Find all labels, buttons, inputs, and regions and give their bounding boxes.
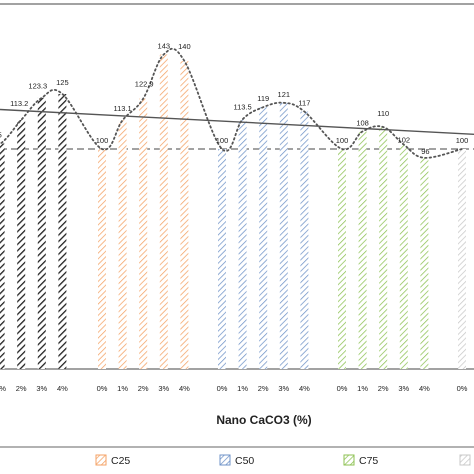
x-tick-label: 4% <box>57 384 68 393</box>
data-label: 100 <box>216 136 229 145</box>
data-label: 121 <box>278 90 291 99</box>
legend-swatch-c75 <box>343 454 355 466</box>
legend-label-c25: C25 <box>111 455 130 467</box>
legend-label-c75: C75 <box>359 455 378 467</box>
bar-c0-4 <box>58 94 67 369</box>
bar-c75-0 <box>338 149 346 369</box>
bars-layer <box>0 54 466 370</box>
legend-swatch-c25 <box>95 454 107 466</box>
data-label: 117 <box>298 99 310 108</box>
x-tick-label: 4% <box>299 384 310 393</box>
x-tick-label: 3% <box>278 384 289 393</box>
x-tick-label: 0% <box>337 384 348 393</box>
x-tick-label: 1% <box>357 384 368 393</box>
x-tick-labels-layer: 1% 2% 3% 4% 0% 1% 2% 3% 4% 0% 1% 2% 3% 4% 0% 1% 2% 3% 4% 0% <box>0 384 468 393</box>
bar-c50-0 <box>218 149 226 369</box>
bar-c25-3 <box>159 54 168 370</box>
smooth-dotted-curve <box>0 47 463 159</box>
data-label: 2.5 <box>0 131 2 140</box>
x-tick-label: 4% <box>419 384 430 393</box>
bar-c0-1 <box>0 143 5 369</box>
data-label: 113.5 <box>233 102 251 111</box>
bar-c75-4 <box>420 157 429 369</box>
bar-c25-1 <box>118 120 127 370</box>
trend-line <box>0 108 474 136</box>
data-label: 125 <box>56 78 69 87</box>
bar-c100-0 <box>458 149 466 369</box>
x-tick-label: 0% <box>217 384 228 393</box>
lines-layer <box>0 47 474 159</box>
x-tick-label: 1% <box>237 384 248 393</box>
x-tick-label: 2% <box>16 384 27 393</box>
x-axis-title: Nano CaCO3 (%) <box>216 413 311 427</box>
data-label: 140 <box>178 42 191 51</box>
data-label: 108 <box>356 118 369 127</box>
bar-c75-2 <box>379 127 388 369</box>
data-label: 113.2 <box>10 99 28 108</box>
data-label: 100 <box>456 136 469 145</box>
data-label: 110 <box>377 109 389 118</box>
legend-swatch-c100 <box>459 454 471 466</box>
legend-swatch-c50 <box>219 454 231 466</box>
bar-c50-3 <box>279 102 288 370</box>
bar-c75-1 <box>358 131 367 369</box>
x-tick-label: 2% <box>378 384 389 393</box>
data-label: 122.9 <box>135 80 154 89</box>
data-label: 100 <box>96 136 109 145</box>
legend-label-c50: C50 <box>235 455 254 467</box>
x-tick-label: 3% <box>36 384 47 393</box>
data-label: 119 <box>257 94 269 103</box>
bar-c0-2 <box>17 119 26 370</box>
bar-c25-4 <box>180 61 189 369</box>
bar-c50-4 <box>300 111 309 369</box>
x-tick-label: 1% <box>117 384 128 393</box>
data-label: 113.1 <box>113 104 131 113</box>
data-label: 102 <box>398 136 411 145</box>
x-tick-label: 3% <box>158 384 169 393</box>
bar-c25-2 <box>139 98 148 370</box>
bar-c75-3 <box>399 144 408 369</box>
bar-c50-2 <box>259 107 268 369</box>
x-tick-label: 0% <box>457 384 468 393</box>
bar-c50-1 <box>238 119 247 369</box>
x-tick-label: 3% <box>398 384 409 393</box>
x-tick-label: 4% <box>179 384 190 393</box>
x-tick-label: 1% <box>0 384 6 393</box>
legend: C25 C50 C75 <box>95 454 471 467</box>
x-tick-label: 2% <box>258 384 269 393</box>
data-label: 100 <box>336 136 349 145</box>
data-label: 143 <box>158 41 171 50</box>
bar-c0-3 <box>37 97 46 370</box>
data-label: 96 <box>421 147 429 156</box>
bar-c25-0 <box>98 149 106 369</box>
x-tick-label: 0% <box>97 384 108 393</box>
data-label: 123.3 <box>28 82 47 91</box>
x-tick-label: 2% <box>138 384 149 393</box>
